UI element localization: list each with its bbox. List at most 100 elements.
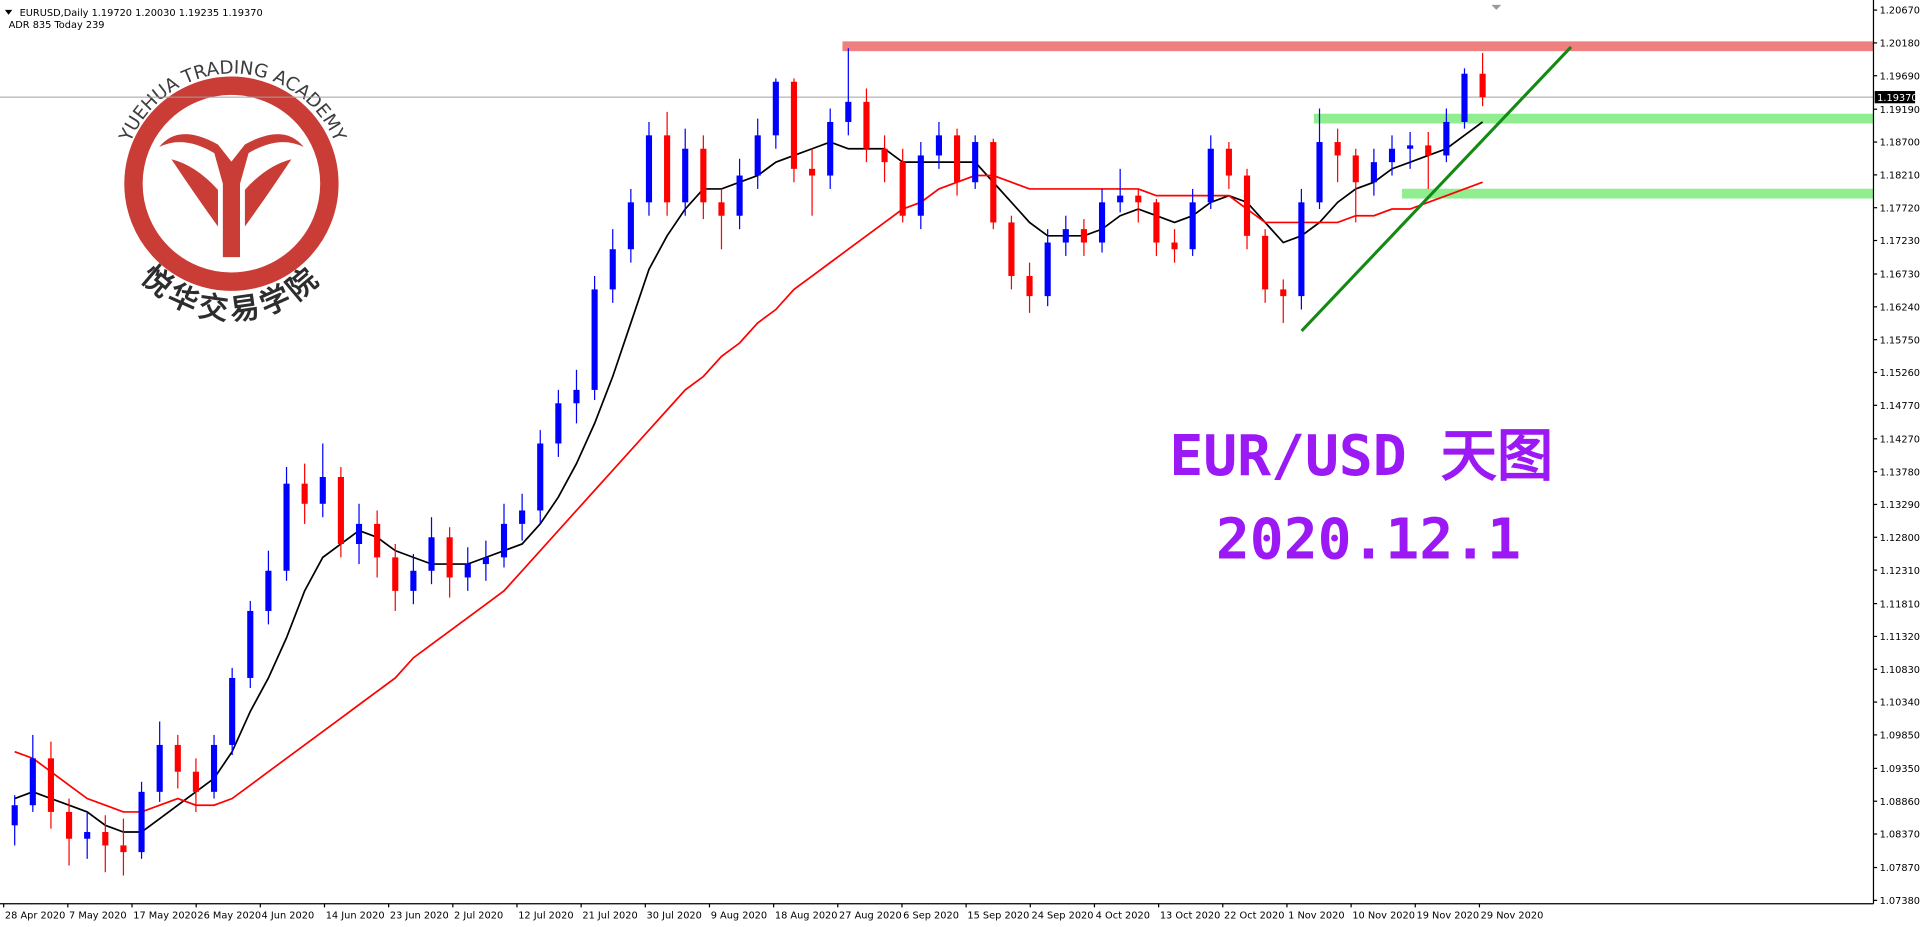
x-tick-label: 1 Nov 2020 (1288, 910, 1344, 921)
candle-body (1135, 195, 1142, 203)
candle-body (410, 570, 417, 591)
candle-body (1443, 121, 1450, 156)
x-tick-label: 21 Jul 2020 (582, 910, 637, 921)
candle-body (229, 677, 236, 745)
x-tick-label: 30 Jul 2020 (647, 910, 702, 921)
title: EUR/USD 天图 (1169, 424, 1553, 489)
x-tick-label: 17 May 2020 (133, 910, 197, 921)
x-tick-label: 15 Sep 2020 (967, 910, 1029, 921)
candle-body (11, 805, 18, 826)
candle-body (1352, 155, 1359, 183)
y-tick-label: 1.17720 (1880, 203, 1920, 214)
candle-body (1098, 202, 1106, 243)
y-tick-label: 1.10830 (1880, 665, 1920, 676)
candle-body (573, 389, 580, 404)
y-tick-label: 1.18700 (1880, 138, 1920, 149)
candle-body (1171, 242, 1178, 250)
y-tick-label: 1.19690 (1880, 71, 1920, 82)
y-tick-label: 1.14270 (1880, 434, 1920, 445)
y-tick-label: 1.09850 (1880, 731, 1920, 742)
y-tick-label: 1.18210 (1880, 171, 1920, 182)
zone (1402, 188, 1874, 199)
candle-body (772, 81, 779, 136)
candle-body (1189, 202, 1196, 250)
candle-body (156, 744, 163, 792)
y-tick-label: 1.11810 (1880, 599, 1920, 610)
candle-body (374, 523, 381, 558)
candle-body (845, 101, 852, 122)
candle-body (609, 249, 616, 290)
moving-average (14, 121, 1484, 833)
y-tick-label: 1.15260 (1880, 368, 1920, 379)
candle-body (1080, 229, 1087, 243)
x-tick-label: 18 Aug 2020 (775, 910, 838, 921)
y-tick-label: 1.07380 (1880, 896, 1920, 907)
candle-body (809, 168, 816, 176)
y-tick-label: 1.07870 (1880, 863, 1920, 874)
y-tick-label: 1.11320 (1880, 632, 1920, 643)
candle-body (247, 610, 254, 678)
y-tick-label: 1.16240 (1880, 303, 1920, 314)
candle-body (1207, 148, 1214, 203)
candle-body (627, 202, 634, 250)
x-tick-label: 14 Jun 2020 (326, 910, 385, 921)
candle-body (47, 758, 54, 812)
candle-body (29, 758, 36, 806)
x-tick-label: 23 Jun 2020 (390, 910, 449, 921)
candle-body (1008, 222, 1015, 277)
y-tick-label: 1.16730 (1880, 270, 1920, 281)
candle-body (283, 483, 290, 571)
candle-body (392, 557, 399, 591)
candle-body (192, 771, 199, 792)
x-tick-label: 24 Sep 2020 (1032, 910, 1094, 921)
candle-body (863, 101, 870, 149)
candle-body (899, 162, 906, 216)
x-tick-label: 27 Aug 2020 (839, 910, 902, 921)
y-tick-label: 1.12310 (1880, 566, 1920, 577)
last-price-label: 1.19370 (1877, 93, 1917, 104)
y-tick-label: 1.12800 (1880, 533, 1920, 544)
x-tick-label: 4 Jun 2020 (262, 910, 315, 921)
candle-body (1370, 162, 1377, 183)
x-tick-label: 22 Oct 2020 (1224, 910, 1284, 921)
candle-body (537, 443, 544, 511)
candle-body (954, 135, 961, 183)
candle-body (446, 537, 453, 578)
candle-body (120, 845, 127, 853)
candle-body (319, 476, 326, 504)
candle-body (682, 148, 689, 203)
logo-shape (159, 134, 304, 258)
candle-body (1026, 276, 1033, 297)
x-tick-label: 19 Nov 2020 (1416, 910, 1479, 921)
x-tick-label: 10 Nov 2020 (1352, 910, 1415, 921)
y-tick-label: 1.17230 (1880, 236, 1920, 247)
candle-body (428, 537, 435, 571)
y-tick-label: 1.13290 (1880, 500, 1920, 511)
logo-ring (124, 76, 339, 291)
candle-body (972, 142, 979, 183)
zones (842, 41, 1874, 199)
candle-body (827, 121, 834, 176)
shift-marker (1491, 4, 1502, 10)
candle-body (1298, 202, 1305, 297)
y-tick-label: 1.09350 (1880, 764, 1920, 775)
candle-body (664, 135, 671, 203)
zone (1313, 113, 1874, 124)
candle-body (591, 289, 598, 390)
candle-body (301, 483, 308, 504)
candle-body (1117, 195, 1124, 203)
y-tick-label: 1.19190 (1880, 105, 1920, 116)
menu-arrow (4, 9, 13, 15)
x-tick-label: 4 Oct 2020 (1096, 910, 1150, 921)
candle-body (1388, 148, 1396, 163)
trendline (1300, 45, 1573, 333)
y-tick-label: 1.20180 (1880, 39, 1920, 50)
x-tick-label: 29 Nov 2020 (1481, 910, 1544, 921)
candle-body (1280, 289, 1287, 297)
x-tick-label: 26 May 2020 (197, 910, 261, 921)
logo-shape (171, 159, 292, 227)
candle-body (500, 523, 508, 558)
